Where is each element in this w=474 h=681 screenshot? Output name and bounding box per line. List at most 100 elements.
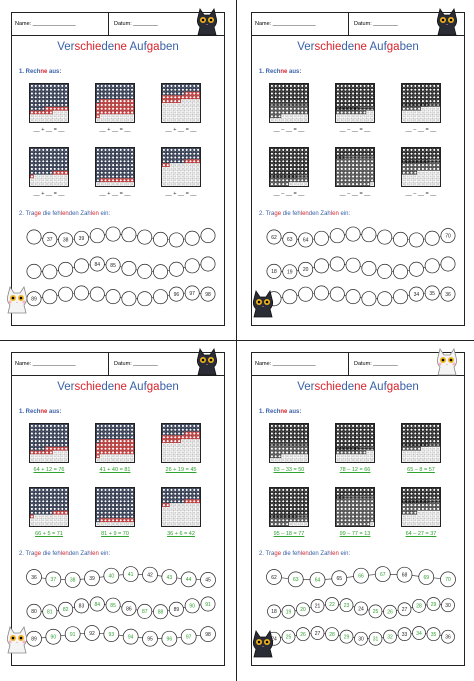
chain-number: 70 bbox=[445, 233, 451, 239]
text-part: ben bbox=[159, 41, 179, 53]
chain-circle bbox=[377, 263, 393, 279]
chain-number: 36 bbox=[445, 634, 451, 640]
text-part: ben bbox=[159, 381, 179, 393]
chain-circle bbox=[296, 627, 310, 642]
equation-blank[interactable]: __ + __ = __ bbox=[165, 127, 197, 133]
name-field[interactable]: Name: ______________ bbox=[15, 21, 76, 27]
equation-blank[interactable]: __ – __ = __ bbox=[339, 191, 371, 197]
chain-circle bbox=[84, 625, 100, 641]
section-number: 1. bbox=[259, 69, 265, 75]
text-part: ein: bbox=[338, 551, 351, 557]
chain-circle bbox=[408, 261, 424, 277]
text-part: Tra bbox=[264, 551, 275, 557]
chain-circle bbox=[89, 596, 105, 612]
hundred-grid-dots bbox=[401, 423, 441, 463]
worksheet-header: Name: ______________ Datum: ________ bbox=[252, 13, 464, 36]
chain-circle bbox=[361, 291, 377, 307]
chain-circle bbox=[161, 630, 178, 647]
chain-circle bbox=[339, 629, 354, 644]
chain-circle bbox=[374, 566, 391, 582]
hundred-grid bbox=[95, 487, 135, 527]
chain-number: 28 bbox=[416, 604, 422, 610]
date-field[interactable]: Datum: ________ bbox=[354, 361, 398, 367]
hundred-grid-dots bbox=[161, 83, 201, 123]
chain-number: 37 bbox=[51, 577, 57, 583]
text-part: ge bbox=[274, 551, 282, 557]
chain-circle bbox=[424, 258, 440, 274]
chain-number: 26 bbox=[300, 632, 306, 638]
equation-blank[interactable]: __ – __ = __ bbox=[405, 127, 437, 133]
date-field[interactable]: Datum: ________ bbox=[354, 21, 398, 27]
hundred-grid bbox=[161, 423, 201, 463]
hundred-grid-dots bbox=[161, 147, 201, 187]
chain-number: 29 bbox=[344, 634, 350, 640]
chain-circle bbox=[103, 626, 120, 642]
text-part: ne bbox=[280, 69, 288, 75]
section-number: 1. bbox=[19, 69, 25, 75]
equation-blank[interactable]: __ + __ = __ bbox=[165, 191, 197, 197]
text-part: Auf bbox=[366, 41, 387, 53]
white-cat-icon bbox=[2, 285, 32, 315]
black-cat-icon bbox=[248, 289, 278, 319]
date-field[interactable]: Datum: ________ bbox=[114, 361, 158, 367]
chain-number: 34 bbox=[414, 292, 420, 298]
black-cat-icon bbox=[432, 7, 462, 37]
chain-circle bbox=[73, 598, 89, 614]
text-part: die feh bbox=[41, 551, 61, 557]
section-heading-missing-numbers: 2. Trage die fehlenden Zahlen ein: bbox=[19, 551, 110, 557]
chain-number: 35 bbox=[429, 291, 435, 297]
text-part: schie bbox=[74, 41, 102, 53]
number-chain: 62 63 64 70 bbox=[266, 226, 456, 248]
chain-circle bbox=[309, 572, 326, 588]
chain-circle bbox=[412, 626, 426, 640]
chain-number: 96 bbox=[167, 637, 173, 643]
chain-number: 98 bbox=[205, 632, 211, 638]
equation-blank[interactable]: __ + __ = __ bbox=[33, 191, 65, 197]
hundred-grid-dots bbox=[269, 83, 309, 123]
chain-number: 26 bbox=[387, 610, 393, 616]
header-separator bbox=[348, 353, 349, 375]
hundred-grid bbox=[95, 147, 135, 187]
chain-circle bbox=[58, 601, 74, 617]
chain-circle bbox=[137, 291, 153, 307]
chain-circle bbox=[393, 289, 409, 305]
section-heading-calculate: 1. Rechne aus: bbox=[19, 409, 61, 415]
chain-number: 43 bbox=[167, 575, 173, 581]
chain-circle bbox=[42, 231, 58, 247]
chain-number: 97 bbox=[189, 291, 195, 297]
hundred-grid-dots bbox=[401, 147, 441, 187]
worksheet-page-subtraction-worksheet: Name: ______________ Datum: ________ Vers… bbox=[248, 8, 465, 326]
text-part: ne bbox=[280, 409, 288, 415]
equation-blank[interactable]: __ – __ = __ bbox=[273, 191, 305, 197]
equation-blank[interactable]: __ + __ = __ bbox=[99, 127, 131, 133]
section-number: 2. bbox=[259, 551, 265, 557]
hundred-grid-dots bbox=[29, 487, 69, 527]
chain-circle bbox=[168, 601, 184, 617]
date-field[interactable]: Datum: ________ bbox=[114, 21, 158, 27]
chain-number: 21 bbox=[315, 604, 321, 610]
chain-circle bbox=[121, 227, 137, 243]
chain-circle bbox=[383, 629, 397, 644]
text-part: Tra bbox=[264, 211, 275, 217]
name-field[interactable]: Name: ______________ bbox=[255, 361, 316, 367]
chain-circle bbox=[45, 571, 62, 588]
chain-number: 91 bbox=[70, 632, 76, 638]
equation-blank[interactable]: __ – __ = __ bbox=[339, 127, 371, 133]
name-field[interactable]: Name: ______________ bbox=[15, 361, 76, 367]
name-field[interactable]: Name: ______________ bbox=[255, 21, 316, 27]
hundred-grid-dots bbox=[269, 147, 309, 187]
hundred-grid bbox=[269, 423, 309, 463]
chain-number: 25 bbox=[286, 635, 292, 641]
equation-blank[interactable]: __ + __ = __ bbox=[33, 127, 65, 133]
equation-blank[interactable]: __ + __ = __ bbox=[99, 191, 131, 197]
chain-number: 89 bbox=[31, 297, 37, 303]
chain-circle bbox=[200, 286, 216, 302]
chain-circle bbox=[313, 230, 329, 246]
chain-circle bbox=[121, 260, 137, 276]
text-part: aus: bbox=[287, 409, 302, 415]
section-heading-missing-numbers: 2. Trage die fehlenden Zahlen ein: bbox=[259, 551, 350, 557]
equation-blank[interactable]: __ – __ = __ bbox=[273, 127, 305, 133]
black-cat-icon bbox=[192, 7, 222, 37]
chain-circle bbox=[180, 628, 197, 645]
equation-blank[interactable]: __ – __ = __ bbox=[405, 191, 437, 197]
